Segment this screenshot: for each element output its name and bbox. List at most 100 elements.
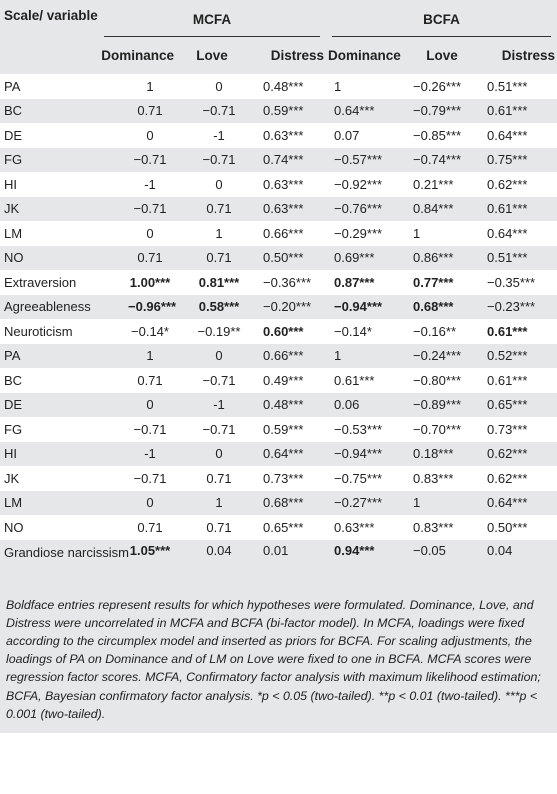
mcfa-love-cell: −0.71 — [202, 421, 236, 437]
bcfa-distress-cell: 0.51*** — [487, 78, 528, 94]
mcfa-love-cell: 1 — [215, 225, 223, 241]
mcfa-dominance-cell: 0.71 — [137, 103, 163, 119]
mcfa-dominance-cell: 1.00*** — [129, 274, 171, 290]
mcfa-distress-cell: 0.63*** — [263, 201, 304, 217]
bcfa-love-cell: −0.74*** — [413, 152, 462, 168]
bcfa-dominance-cell: −0.94*** — [334, 446, 383, 462]
mcfa-love-cell: -1 — [213, 397, 225, 413]
bcfa-distress-cell: −0.23*** — [487, 299, 536, 315]
mcfa-love-cell: 0 — [215, 78, 223, 94]
variable-cell: Extraversion — [4, 274, 77, 290]
scale-variable-header: Scale/ variable — [4, 8, 98, 23]
table-row: PA 1 0 0.48*** 1 −0.26*** 0.51*** — [0, 74, 557, 99]
mcfa-distress-cell: 0.01 — [263, 542, 289, 558]
bcfa-dominance-cell: 0.87*** — [334, 274, 375, 290]
mcfa-distress-cell: 0.74*** — [263, 152, 304, 168]
mcfa-distress-cell: 0.49*** — [263, 372, 304, 388]
mcfa-dominance-cell: 0 — [146, 397, 154, 413]
mcfa-dominance-cell: 1 — [146, 78, 154, 94]
bcfa-love-header: Love — [426, 48, 458, 63]
bcfa-distress-cell: 0.62*** — [487, 446, 528, 462]
bcfa-group-header: BCFA — [326, 0, 557, 37]
bcfa-dominance-cell: 0.61*** — [334, 372, 375, 388]
bcfa-dominance-header: Dominance — [328, 48, 401, 63]
bcfa-dominance-cell: 0.69*** — [334, 250, 375, 266]
table-row: PA 1 0 0.66*** 1 −0.24*** 0.52*** — [0, 343, 557, 368]
mcfa-dominance-cell: −0.96*** — [128, 299, 177, 315]
bcfa-distress-cell: 0.04 — [487, 542, 513, 558]
table-row: Extraversion 1.00*** 0.81*** −0.36*** 0.87**… — [0, 270, 557, 295]
table-row: JK −0.71 0.71 0.73*** −0.75*** 0.83*** 0.62*** — [0, 466, 557, 491]
mcfa-love-header: Love — [196, 48, 228, 63]
bcfa-love-cell: −0.70*** — [413, 421, 462, 437]
mcfa-love-cell: -1 — [213, 127, 225, 143]
bcfa-dominance-cell: 0.07 — [334, 127, 360, 143]
mcfa-dominance-cell: 0 — [146, 225, 154, 241]
mcfa-distress-cell: 0.66*** — [263, 225, 304, 241]
bcfa-love-cell: 0.77*** — [413, 274, 454, 290]
bcfa-distress-cell: 0.64*** — [487, 225, 528, 241]
bcfa-dominance-cell: −0.94*** — [334, 299, 383, 315]
mcfa-love-cell: 0.71 — [206, 519, 232, 535]
table-footnote: Boldface entries represent results for w… — [0, 582, 557, 733]
table-body: PA 1 0 0.48*** 1 −0.26*** 0.51*** BC 0.71 −0.71 0.… — [0, 74, 557, 583]
bcfa-distress-cell: 0.73*** — [487, 421, 528, 437]
bcfa-love-cell: 0.68*** — [413, 299, 454, 315]
mcfa-distress-cell: 0.63*** — [263, 176, 304, 192]
mcfa-dominance-cell: 0 — [146, 127, 154, 143]
mcfa-distress-cell: −0.36*** — [263, 274, 312, 290]
bcfa-dominance-cell: −0.76*** — [334, 201, 383, 217]
variable-cell: HI — [4, 446, 17, 462]
bcfa-dominance-cell: −0.75*** — [334, 470, 383, 486]
mcfa-love-cell: 0.58*** — [198, 299, 240, 315]
table-row: BC 0.71 −0.71 0.59*** 0.64*** −0.79*** 0.61*** — [0, 98, 557, 123]
mcfa-dominance-cell: 1.05*** — [129, 542, 171, 558]
mcfa-distress-header: Distress — [270, 48, 324, 63]
bcfa-distress-cell: 0.61*** — [487, 323, 528, 339]
variable-cell: NO — [4, 519, 24, 535]
variable-cell: FG — [4, 421, 23, 437]
mcfa-distress-cell: 0.48*** — [263, 78, 304, 94]
mcfa-dominance-header: Dominance — [101, 48, 174, 63]
bcfa-distress-cell: 0.50*** — [487, 519, 528, 535]
bcfa-dominance-cell: −0.57*** — [334, 152, 383, 168]
table-row: LM 0 1 0.66*** −0.29*** 1 0.64*** — [0, 221, 557, 246]
mcfa-dominance-cell: 1 — [146, 348, 154, 364]
variable-cell: DE — [4, 397, 23, 413]
variable-cell: JK — [4, 470, 20, 486]
bcfa-distress-cell: 0.62*** — [487, 470, 528, 486]
mcfa-distress-cell: 0.60*** — [263, 323, 304, 339]
bcfa-distress-header: Distress — [501, 48, 555, 63]
bcfa-distress-cell: 0.64*** — [487, 127, 528, 143]
table-row: JK −0.71 0.71 0.63*** −0.76*** 0.84*** 0.61*** — [0, 196, 557, 221]
mcfa-dominance-cell: -1 — [144, 176, 156, 192]
bcfa-love-cell: −0.79*** — [413, 103, 462, 119]
mcfa-distress-cell: 0.68*** — [263, 495, 304, 511]
mcfa-distress-cell: 0.59*** — [263, 421, 304, 437]
mcfa-distress-cell: 0.48*** — [263, 397, 304, 413]
bcfa-dominance-cell: 0.94*** — [334, 542, 375, 558]
table-row: NO 0.71 0.71 0.50*** 0.69*** 0.86*** 0.51*** — [0, 245, 557, 270]
bcfa-love-cell: 0.84*** — [413, 201, 454, 217]
bcfa-dominance-cell: 1 — [334, 78, 342, 94]
mcfa-dominance-cell: −0.14* — [131, 323, 169, 339]
mcfa-distress-cell: 0.73*** — [263, 470, 304, 486]
bcfa-love-cell: −0.16** — [413, 323, 457, 339]
bcfa-dominance-cell: 0.63*** — [334, 519, 375, 535]
mcfa-dominance-cell: −0.71 — [133, 421, 167, 437]
bcfa-dominance-cell: −0.29*** — [334, 225, 383, 241]
bcfa-distress-cell: 0.64*** — [487, 495, 528, 511]
table-row: HI -1 0 0.63*** −0.92*** 0.21*** 0.62*** — [0, 172, 557, 197]
bcfa-love-cell: 1 — [413, 225, 421, 241]
bcfa-dominance-cell: 0.06 — [334, 397, 360, 413]
bcfa-distress-cell: 0.75*** — [487, 152, 528, 168]
bcfa-love-cell: −0.85*** — [413, 127, 462, 143]
variable-cell: NO — [4, 250, 24, 266]
bcfa-love-cell: −0.80*** — [413, 372, 462, 388]
bcfa-distress-cell: 0.65*** — [487, 397, 528, 413]
mcfa-distress-cell: 0.64*** — [263, 446, 304, 462]
mcfa-love-cell: 0 — [215, 446, 223, 462]
mcfa-love-cell: 0.71 — [206, 250, 232, 266]
table-row: FG −0.71 −0.71 0.74*** −0.57*** −0.74*** 0.75*… — [0, 147, 557, 172]
bcfa-love-cell: −0.26*** — [413, 78, 462, 94]
